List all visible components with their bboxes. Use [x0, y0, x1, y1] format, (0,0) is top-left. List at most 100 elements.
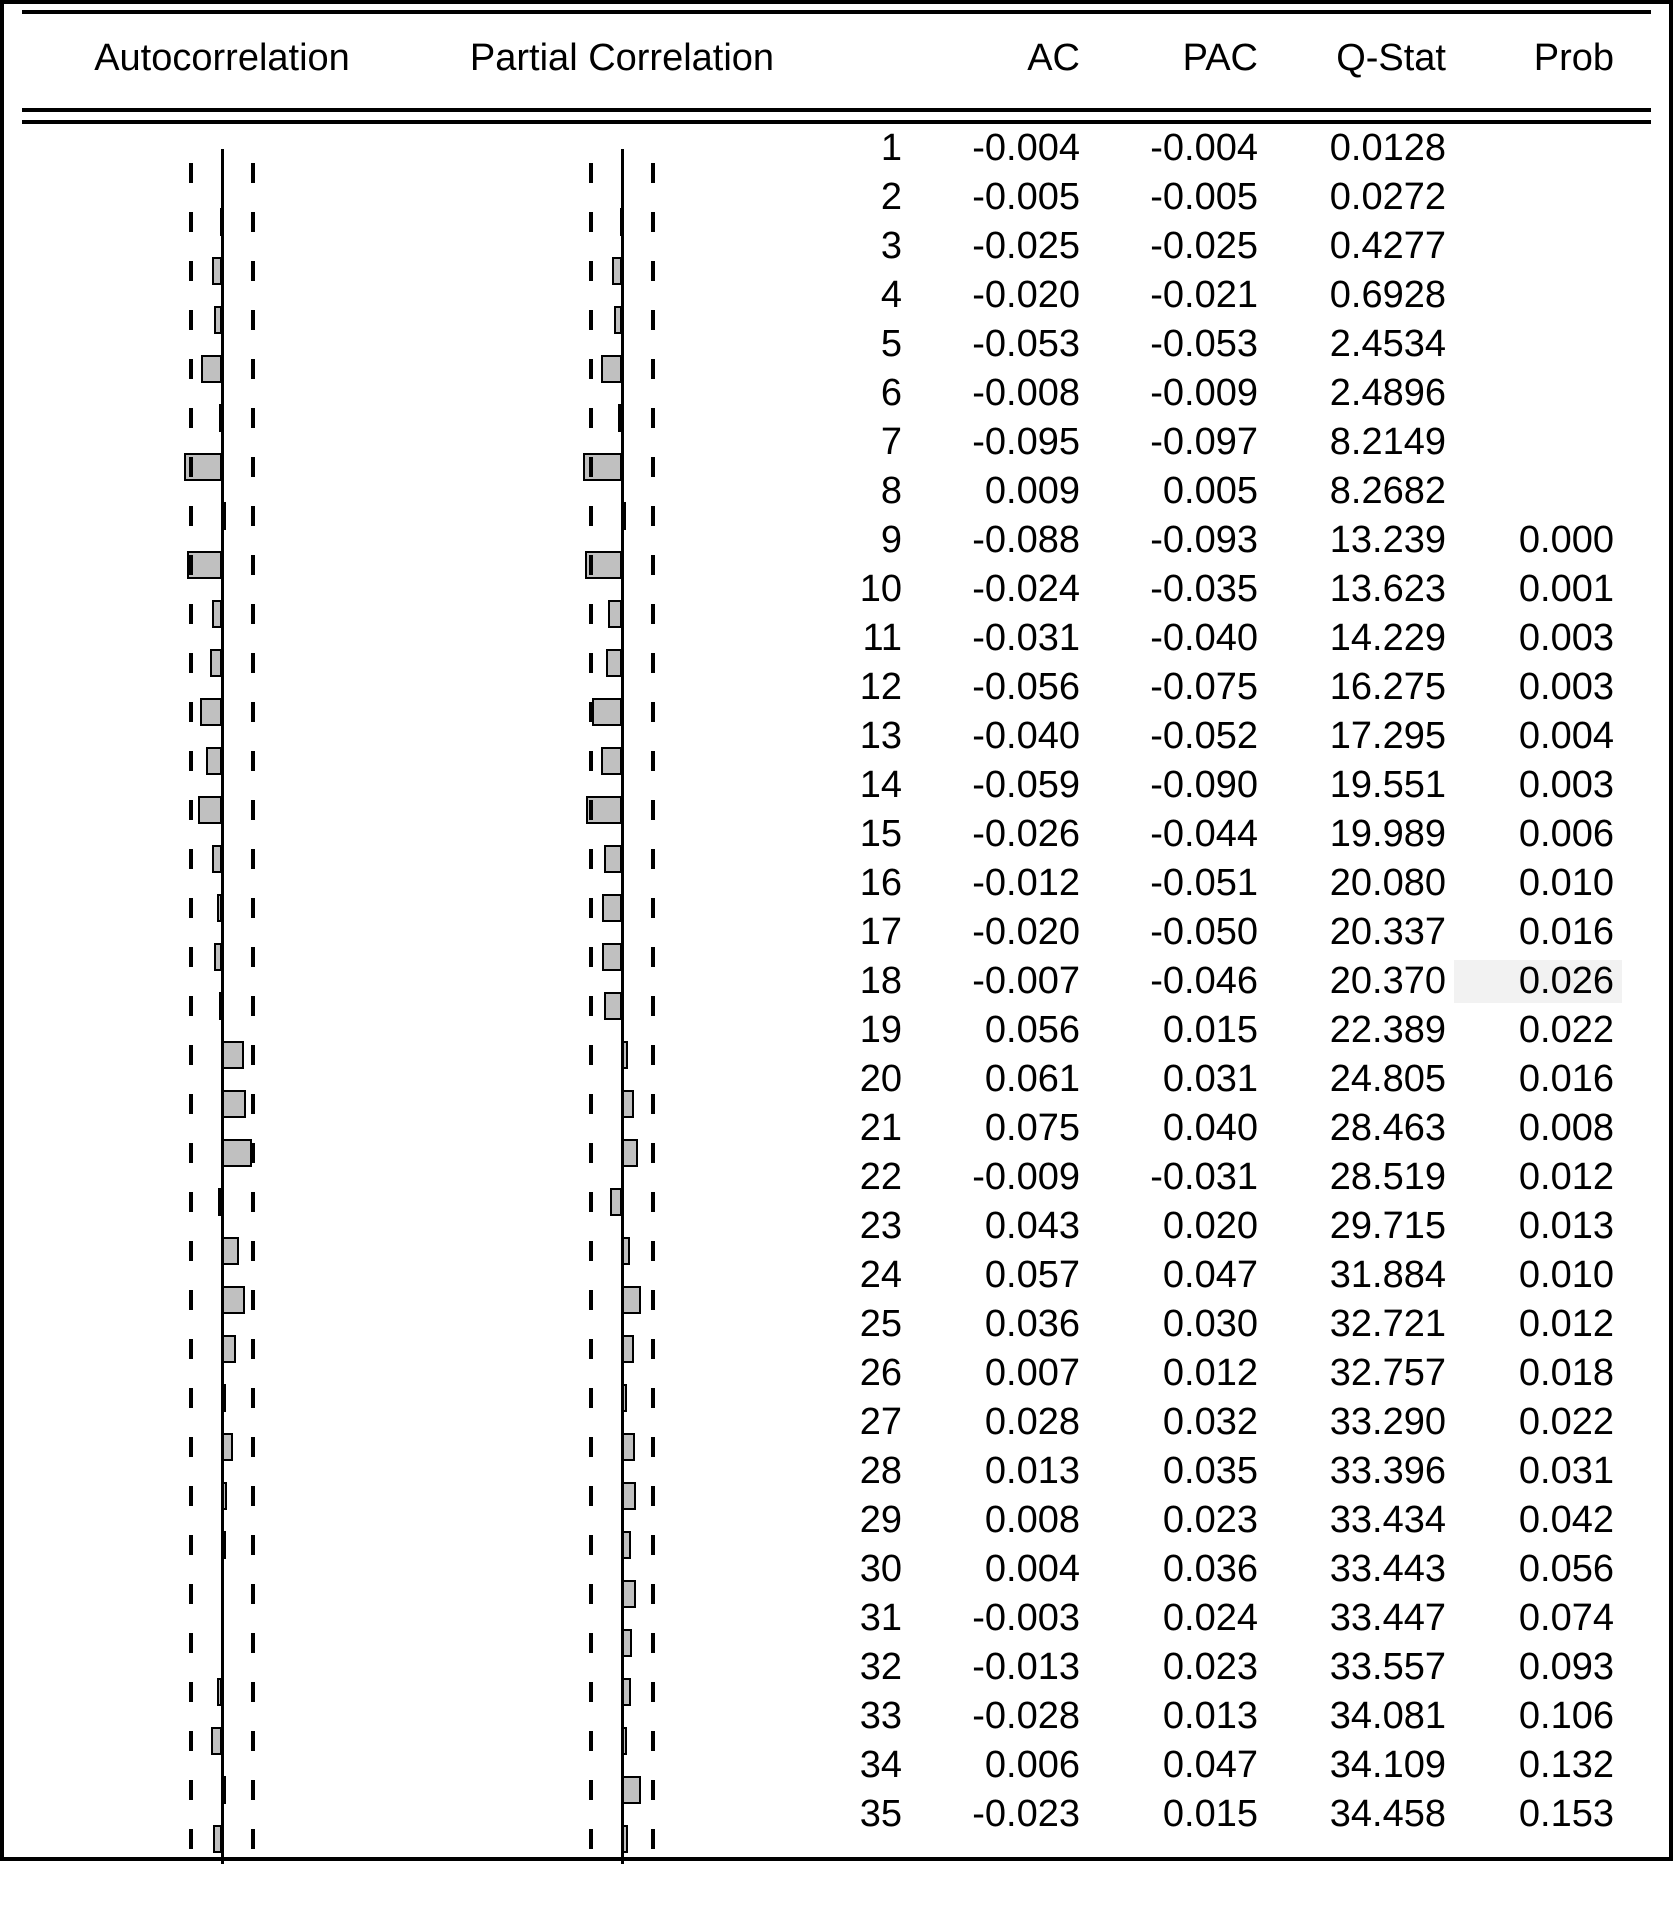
ci-dash-right [651, 1584, 655, 1604]
axis-line [221, 541, 224, 590]
ci-dash-right [251, 1486, 255, 1506]
ci-dash-right [251, 1780, 255, 1800]
ci-dash-right [251, 408, 255, 428]
header-autocorrelation: Autocorrelation [22, 37, 422, 80]
prob-value: 0.153 [1454, 1793, 1622, 1836]
ci-dash-left [589, 1290, 593, 1310]
axis-line [621, 1080, 624, 1129]
axis-line [221, 149, 224, 198]
lag-value: 29 [822, 1499, 910, 1542]
ci-dash-right [651, 751, 655, 771]
header-partial-correlation: Partial Correlation [422, 37, 822, 80]
axis-line [621, 443, 624, 492]
ac-value: -0.095 [910, 421, 1088, 464]
ac-bar [222, 1433, 233, 1461]
ci-dash-left [589, 1682, 593, 1702]
prob-value: 0.016 [1454, 911, 1622, 954]
ac-bar [222, 1237, 239, 1265]
axis-line [621, 198, 624, 247]
axis-line [221, 639, 224, 688]
ci-dash-right [251, 849, 255, 869]
ci-dash-right [651, 702, 655, 722]
ac-value: -0.088 [910, 519, 1088, 562]
ci-dash-right [651, 457, 655, 477]
ci-dash-right [251, 359, 255, 379]
ci-dash-right [651, 1633, 655, 1653]
ci-dash-left [189, 1731, 193, 1751]
prob-value: 0.000 [1454, 519, 1622, 562]
axis-line [621, 1766, 624, 1815]
pac-value: 0.036 [1088, 1548, 1266, 1591]
qstat-value: 16.275 [1266, 666, 1454, 709]
axis-line [221, 737, 224, 786]
ac-value: 0.036 [910, 1303, 1088, 1346]
ci-dash-right [651, 212, 655, 232]
ci-dash-right [251, 996, 255, 1016]
ac-value: 0.028 [910, 1401, 1088, 1444]
axis-line [221, 1080, 224, 1129]
lag-value: 1 [822, 127, 910, 170]
ci-dash-left [189, 947, 193, 967]
ci-dash-right [651, 1143, 655, 1163]
ci-dash-right [251, 1633, 255, 1653]
pac-value: 0.047 [1088, 1254, 1266, 1297]
ci-dash-left [189, 800, 193, 820]
prob-value: 0.056 [1454, 1548, 1622, 1591]
ci-dash-left [189, 1829, 193, 1849]
qstat-value: 33.290 [1266, 1401, 1454, 1444]
ci-dash-left [189, 702, 193, 722]
axis-line [621, 1815, 624, 1864]
prob-value: 0.003 [1454, 764, 1622, 807]
pac-value: -0.044 [1088, 813, 1266, 856]
lag-value: 34 [822, 1744, 910, 1787]
ci-dash-left [589, 408, 593, 428]
ci-dash-left [589, 1731, 593, 1751]
ac-value: -0.024 [910, 568, 1088, 611]
axis-line [621, 149, 624, 198]
ci-dash-left [189, 1486, 193, 1506]
lag-value: 10 [822, 568, 910, 611]
ci-dash-right [251, 653, 255, 673]
prob-value: 0.074 [1454, 1597, 1622, 1640]
ci-dash-left [189, 653, 193, 673]
pac-bar [592, 698, 622, 726]
ci-dash-right [651, 947, 655, 967]
ci-dash-left [589, 163, 593, 183]
prob-value: 0.018 [1454, 1352, 1622, 1395]
pac-bar [604, 992, 622, 1020]
qstat-value: 0.0272 [1266, 176, 1454, 219]
ci-dash-left [589, 261, 593, 281]
table-row: 1-0.004-0.0040.0128 [22, 124, 1651, 173]
pac-bar [622, 1433, 635, 1461]
ci-dash-right [651, 1094, 655, 1114]
ci-dash-left [589, 310, 593, 330]
ci-dash-right [651, 1290, 655, 1310]
axis-line [621, 737, 624, 786]
ci-dash-right [651, 1437, 655, 1457]
ci-dash-right [251, 898, 255, 918]
ci-dash-left [589, 653, 593, 673]
ci-dash-left [589, 1241, 593, 1261]
ci-dash-left [189, 849, 193, 869]
ci-dash-left [589, 800, 593, 820]
prob-value: 0.031 [1454, 1450, 1622, 1493]
qstat-value: 31.884 [1266, 1254, 1454, 1297]
axis-line [221, 1325, 224, 1374]
axis-line [621, 1668, 624, 1717]
ci-dash-left [589, 604, 593, 624]
lag-value: 6 [822, 372, 910, 415]
qstat-value: 34.109 [1266, 1744, 1454, 1787]
ac-value: -0.007 [910, 960, 1088, 1003]
prob-value: 0.003 [1454, 666, 1622, 709]
qstat-value: 24.805 [1266, 1058, 1454, 1101]
ci-dash-right [251, 702, 255, 722]
pac-value: -0.053 [1088, 323, 1266, 366]
pac-value: -0.093 [1088, 519, 1266, 562]
qstat-value: 17.295 [1266, 715, 1454, 758]
ci-dash-left [589, 1829, 593, 1849]
ci-dash-right [651, 996, 655, 1016]
lag-value: 32 [822, 1646, 910, 1689]
qstat-value: 33.447 [1266, 1597, 1454, 1640]
ac-bar [222, 1286, 245, 1314]
lag-value: 23 [822, 1205, 910, 1248]
